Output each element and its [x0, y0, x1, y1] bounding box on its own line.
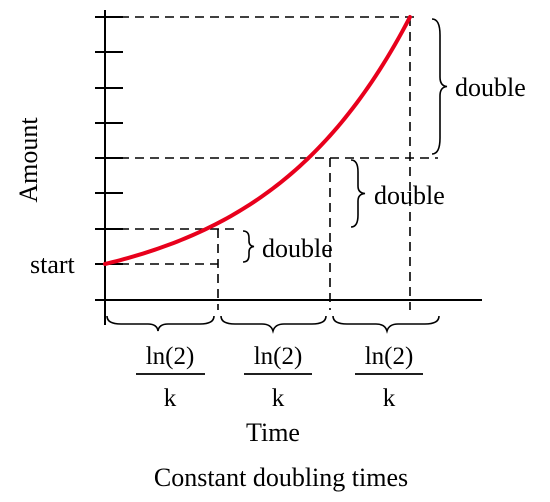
double-label-2: double: [374, 181, 445, 210]
interval-numerator-2: ln(2): [254, 343, 303, 370]
double-label-3: double: [455, 73, 526, 102]
guide-lines: [105, 16, 438, 310]
interval-denominator-2: k: [272, 385, 285, 412]
brace-3: [431, 18, 448, 155]
interval-numerator-1: ln(2): [146, 343, 195, 370]
axes: [95, 10, 482, 325]
caption: Constant doubling times: [154, 463, 408, 492]
start-label: start: [30, 250, 76, 279]
y-ticks: [95, 16, 123, 265]
growth-curve: [103, 15, 412, 266]
interval-denominator-1: k: [164, 385, 177, 412]
brace-1: [242, 230, 255, 263]
x-axis-label: Time: [246, 418, 300, 447]
double-label-1: double: [262, 234, 333, 263]
interval-brace-1: [106, 315, 215, 332]
brace-2: [350, 159, 366, 228]
interval-brace-2: [220, 315, 327, 334]
interval-denominator-3: k: [383, 385, 396, 412]
interval-braces: [106, 315, 440, 334]
interval-numerator-3: ln(2): [365, 343, 414, 370]
y-axis-label: Amount: [14, 117, 43, 203]
interval-brace-3: [332, 315, 440, 334]
doubling-braces: [242, 18, 448, 263]
